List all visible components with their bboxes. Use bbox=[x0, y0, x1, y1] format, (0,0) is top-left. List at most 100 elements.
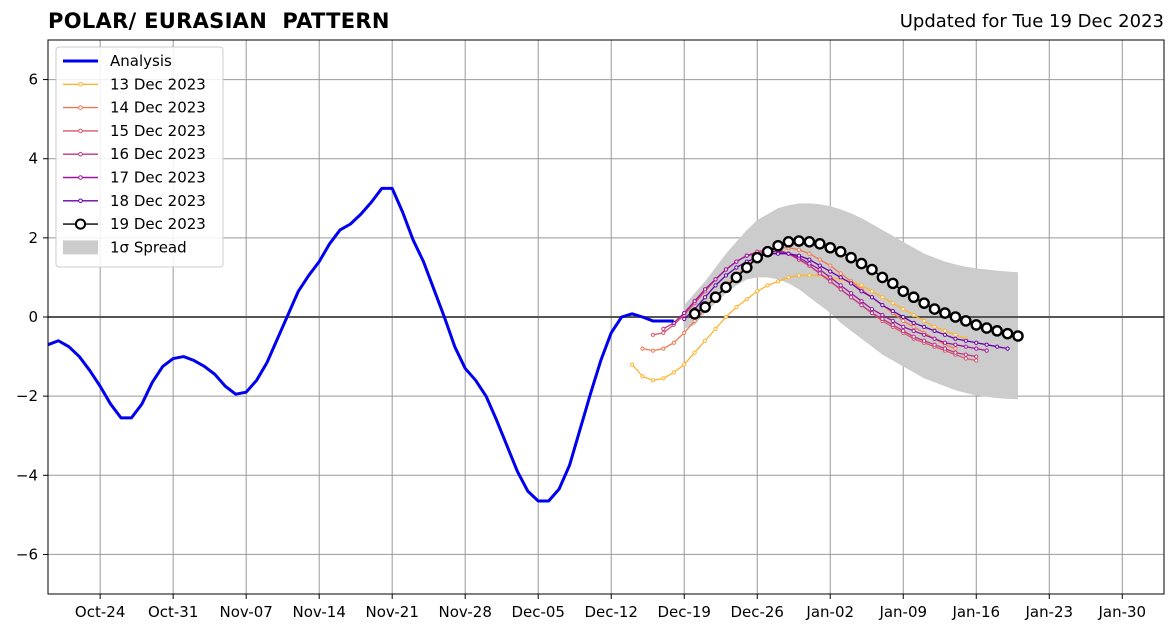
forecast-point bbox=[817, 267, 822, 272]
x-tick-label: Dec-26 bbox=[730, 603, 784, 621]
forecast-point bbox=[942, 346, 948, 351]
forecast-point bbox=[682, 330, 687, 335]
forecast-point bbox=[859, 283, 864, 288]
forecast-point bbox=[880, 312, 885, 318]
forecast-point bbox=[817, 263, 822, 268]
forecast-point bbox=[702, 287, 708, 292]
forecast-point bbox=[828, 275, 833, 280]
x-tick-label: Oct-24 bbox=[75, 603, 125, 621]
forecast-point bbox=[796, 247, 802, 252]
forecast-point bbox=[887, 277, 899, 290]
forecast-point bbox=[953, 346, 958, 351]
forecast-point bbox=[876, 271, 889, 284]
forecast-point bbox=[949, 311, 962, 323]
forecast-point bbox=[1012, 330, 1024, 342]
forecast-point bbox=[775, 279, 781, 284]
forecast-point bbox=[661, 330, 666, 335]
forecast-point bbox=[775, 251, 781, 256]
forecast-point bbox=[692, 299, 697, 304]
forecast-point bbox=[869, 306, 875, 312]
forecast-point bbox=[901, 324, 906, 329]
forecast-point bbox=[661, 346, 666, 351]
forecast-point bbox=[807, 261, 812, 266]
forecast-point bbox=[661, 326, 666, 331]
forecast-point bbox=[859, 303, 864, 308]
forecast-point bbox=[640, 374, 645, 379]
legend-label: 14 Dec 2023 bbox=[110, 99, 206, 117]
forecast-point bbox=[980, 322, 993, 334]
spread-band-layer bbox=[684, 203, 1018, 400]
forecast-point bbox=[970, 319, 983, 331]
forecast-point bbox=[974, 346, 979, 351]
forecast-point bbox=[1005, 346, 1010, 351]
x-tick-label: Jan-16 bbox=[951, 603, 1000, 621]
forecast-point bbox=[807, 273, 812, 278]
forecast-point bbox=[828, 279, 833, 284]
forecast-point bbox=[901, 314, 906, 320]
forecast-point bbox=[942, 340, 948, 345]
forecast-point bbox=[782, 236, 795, 248]
forecast-point bbox=[942, 328, 948, 333]
x-tick-label: Nov-07 bbox=[219, 603, 272, 621]
legend-label: 17 Dec 2023 bbox=[110, 169, 206, 187]
forecast-point bbox=[974, 354, 979, 359]
forecast-point bbox=[991, 325, 1003, 337]
forecast-point bbox=[702, 295, 708, 300]
forecast-point bbox=[723, 267, 729, 272]
forecast-point bbox=[963, 338, 968, 343]
forecast-point bbox=[855, 257, 868, 270]
forecast-point bbox=[650, 348, 656, 353]
forecast-point bbox=[751, 251, 764, 264]
forecast-point bbox=[786, 251, 791, 256]
forecast-point bbox=[953, 350, 958, 355]
forecast-point bbox=[911, 334, 916, 339]
forecast-point bbox=[713, 277, 718, 282]
forecast-point bbox=[692, 318, 697, 324]
forecast-point bbox=[682, 362, 687, 367]
forecast-point bbox=[918, 297, 930, 309]
x-tick-label: Nov-21 bbox=[365, 603, 418, 621]
forecast-point bbox=[828, 263, 833, 268]
forecast-point bbox=[974, 340, 979, 345]
forecast-point bbox=[984, 342, 989, 347]
y-tick-label: 6 bbox=[28, 71, 38, 89]
forecast-point bbox=[845, 251, 857, 264]
forecast-point bbox=[640, 346, 645, 351]
updated-date: Updated for Tue 19 Dec 2023 bbox=[899, 11, 1164, 32]
forecast-point bbox=[953, 342, 958, 347]
chart-title: POLAR/ EURASIAN PATTERN bbox=[48, 9, 390, 33]
forecast-point bbox=[911, 324, 916, 329]
x-tick-label: Dec-05 bbox=[511, 603, 565, 621]
legend-label: 16 Dec 2023 bbox=[110, 145, 206, 163]
legend-swatch-marker bbox=[78, 82, 83, 87]
forecast-point bbox=[932, 336, 937, 341]
legend-swatch-marker bbox=[78, 128, 83, 134]
spread-band bbox=[684, 203, 1018, 400]
forecast-point bbox=[911, 320, 916, 326]
y-tick-label: −6 bbox=[16, 545, 38, 563]
forecast-point bbox=[650, 332, 656, 337]
forecast-point bbox=[960, 315, 972, 327]
forecast-point bbox=[807, 257, 812, 262]
forecast-point bbox=[907, 291, 920, 304]
forecast-point bbox=[869, 295, 875, 300]
forecast-point bbox=[796, 253, 802, 258]
forecast-point bbox=[671, 340, 676, 345]
forecast-point bbox=[650, 378, 656, 383]
legend-label: 18 Dec 2023 bbox=[110, 192, 206, 210]
legend-swatch-marker bbox=[78, 198, 83, 204]
forecast-point bbox=[901, 318, 906, 324]
forecast-point bbox=[834, 245, 847, 258]
forecast-point bbox=[755, 289, 760, 294]
forecast-point bbox=[963, 352, 968, 357]
legend-label: 19 Dec 2023 bbox=[110, 215, 206, 233]
forecast-point bbox=[744, 253, 749, 258]
forecast-point bbox=[866, 263, 878, 276]
forecast-point bbox=[688, 308, 701, 320]
forecast-point bbox=[699, 301, 711, 313]
forecast-point bbox=[932, 342, 937, 347]
forecast-point bbox=[995, 344, 1000, 349]
forecast-point bbox=[932, 328, 937, 333]
forecast-point bbox=[730, 271, 743, 284]
forecast-point bbox=[859, 299, 864, 304]
